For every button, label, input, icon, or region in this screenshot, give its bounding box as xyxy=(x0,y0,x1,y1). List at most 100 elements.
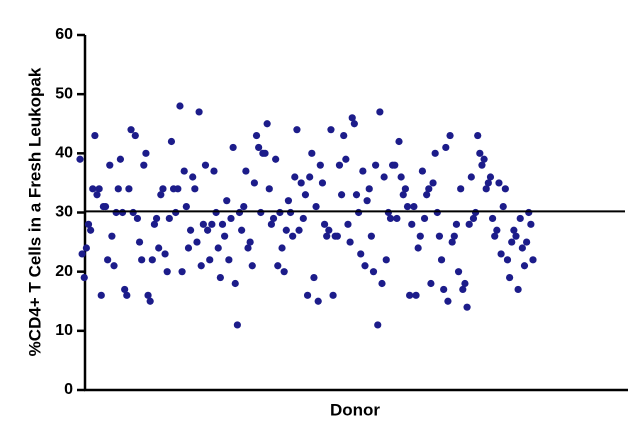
point xyxy=(380,173,388,181)
point xyxy=(346,238,354,246)
point xyxy=(204,226,212,234)
point xyxy=(97,291,105,299)
point xyxy=(155,244,163,252)
point xyxy=(208,220,216,228)
point xyxy=(397,173,405,181)
point xyxy=(499,202,507,211)
point xyxy=(312,202,320,211)
point xyxy=(135,238,144,246)
point xyxy=(414,244,422,252)
point xyxy=(476,149,484,157)
point xyxy=(503,256,512,264)
point xyxy=(125,185,133,193)
point xyxy=(244,244,252,252)
point xyxy=(337,191,346,199)
point xyxy=(174,185,182,193)
point xyxy=(291,173,299,181)
point xyxy=(242,167,250,175)
point xyxy=(261,149,269,157)
point xyxy=(206,256,214,264)
point xyxy=(318,179,327,187)
point xyxy=(221,232,229,240)
point xyxy=(478,161,486,169)
point xyxy=(374,321,382,329)
point xyxy=(372,161,380,169)
point xyxy=(212,208,220,217)
point xyxy=(123,291,131,299)
point xyxy=(110,262,118,270)
point xyxy=(82,244,90,252)
y-tick-label: 50 xyxy=(55,85,73,102)
point xyxy=(316,161,324,169)
point xyxy=(512,232,520,240)
point xyxy=(457,185,465,193)
point xyxy=(401,185,409,193)
point xyxy=(127,126,135,134)
point xyxy=(335,161,344,169)
point xyxy=(250,179,258,187)
point xyxy=(89,185,97,193)
point xyxy=(446,131,454,140)
point xyxy=(501,185,509,193)
point xyxy=(416,232,424,240)
point xyxy=(340,131,348,140)
point xyxy=(93,191,101,199)
point xyxy=(129,208,137,217)
point xyxy=(391,161,399,169)
point xyxy=(116,155,125,163)
point xyxy=(274,262,282,270)
point xyxy=(216,273,224,282)
point xyxy=(350,120,358,128)
point xyxy=(520,262,529,270)
point xyxy=(352,191,361,199)
point xyxy=(159,185,167,193)
point xyxy=(367,232,375,240)
point xyxy=(310,273,318,282)
y-tick-label: 30 xyxy=(55,204,73,221)
point xyxy=(488,214,497,223)
point xyxy=(308,149,316,157)
point xyxy=(106,161,114,169)
point xyxy=(314,297,322,305)
point xyxy=(514,285,522,294)
point xyxy=(176,102,184,110)
point xyxy=(104,256,112,264)
point xyxy=(523,238,531,246)
y-tick-label: 0 xyxy=(64,381,73,398)
point xyxy=(297,179,305,187)
point xyxy=(272,155,280,163)
point xyxy=(506,273,514,282)
point xyxy=(91,131,99,140)
point xyxy=(454,268,463,276)
point xyxy=(495,179,503,187)
point xyxy=(210,167,218,175)
point xyxy=(410,202,418,211)
point xyxy=(286,208,295,217)
point xyxy=(516,214,524,223)
point xyxy=(195,108,203,116)
point xyxy=(463,303,471,311)
point xyxy=(255,143,263,152)
point xyxy=(163,268,171,276)
x-axis-label: Donor xyxy=(330,400,380,419)
point xyxy=(240,202,248,211)
point xyxy=(306,173,314,181)
point xyxy=(118,208,127,217)
point xyxy=(165,214,173,223)
point xyxy=(214,244,222,252)
point xyxy=(265,185,273,193)
point xyxy=(199,220,207,228)
y-tick-label: 60 xyxy=(55,26,73,43)
point xyxy=(257,208,265,217)
point xyxy=(248,262,256,270)
point xyxy=(303,291,312,299)
point xyxy=(459,285,467,294)
y-tick-label: 40 xyxy=(55,145,73,162)
point xyxy=(76,155,84,163)
point xyxy=(108,232,116,240)
point xyxy=(442,143,450,152)
point xyxy=(525,208,533,217)
point xyxy=(406,291,414,299)
point xyxy=(474,131,482,140)
y-axis-label: %CD4+ T Cells in a Fresh Leukopak xyxy=(25,67,44,356)
